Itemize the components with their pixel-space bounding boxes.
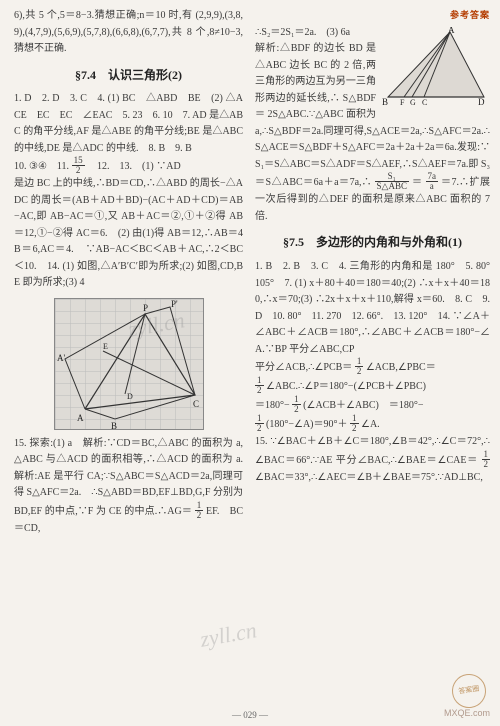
fraction-7a-a: 7a a [426,172,439,191]
section-title-7-4: §7.4 认识三角形(2) [14,66,243,86]
page-footer: — 029 — [0,710,500,720]
watermark-url: MXQE.com [444,708,490,718]
fraction-half-1: 1 2 [355,357,364,376]
fraction-1-2-a: 1 2 [195,501,204,520]
grid-figure: P P' A A' B C D E [54,298,204,430]
left-column: 6),共 5 个,5＝8−3.猜想正确;n＝10 时,有 (2,9,9),(3,… [14,8,243,718]
r-block-4: 15. ∵∠BAC＋∠B＋∠C＝180°,∠B＝42°,∴∠C＝72°,∴∠BA… [255,434,490,486]
svg-text:C: C [193,399,199,409]
section-title-7-5: §7.5 多边形的内角和与外角和(1) [255,233,490,253]
fraction-s1-sabc: S₁ S△ABC [375,172,409,191]
right-column: 参考答案 A B F G C D ∴S₂＝2S₁＝2a. (3) 6a [255,8,490,718]
fraction-half-2: 1 2 [255,376,264,395]
answers-block-2: 10. ③④ 11. 15 2 12. 13. (1) ∵AD [14,157,243,176]
intro-paragraph: 6),共 5 个,5＝8−3.猜想正确;n＝10 时,有 (2,9,9),(3,… [14,8,243,58]
triangle-figure: A B F G C D [380,27,490,107]
r-block-3: 平分∠ACB,∴∠PCB＝ 1 2 ∠ACB,∠PBC＝ 1 2 ∠ABC.∴∠… [255,358,490,434]
answers-block-1: 1. D 2. D 3. C 4. (1) BC △ABD BE (2) △AC… [14,91,243,157]
fraction-15-2: 15 2 [72,156,85,175]
svg-text:D: D [127,392,133,401]
svg-text:C: C [422,98,427,107]
page-number: 029 [243,710,257,720]
header-reference: 参考答案 [255,8,490,23]
r-block-1: A B F G C D ∴S₂＝2S₁＝2a. (3) 6a 解析:△BDF 的… [255,25,490,226]
p2-prefix: 10. ③④ 11. [14,161,72,172]
fraction-half-3: 1 2 [292,395,301,414]
answers-block-4: 15. 探索:(1) a 解析:∵CD＝BC,△ABC 的面积为 a,△ABC … [14,436,243,538]
svg-text:D: D [478,97,485,107]
fraction-half-6: 1 2 [482,450,491,469]
grid-svg: P P' A A' B C D E [55,299,205,431]
svg-text:B: B [111,421,117,431]
svg-text:F: F [400,98,405,107]
r-block-2: 1. B 2. B 3. C 4. 三角形的内角和是 180° 5. 80° 1… [255,259,490,358]
page: 6),共 5 个,5＝8−3.猜想正确;n＝10 时,有 (2,9,9),(3,… [0,0,500,726]
fraction-half-5: 1 2 [350,414,359,433]
svg-text:A: A [77,413,84,423]
p2-mid: 12. 13. (1) ∵AD [87,161,181,172]
svg-text:G: G [410,98,416,107]
svg-text:P: P [143,303,148,313]
svg-text:B: B [382,97,388,107]
svg-text:E: E [103,342,108,351]
answers-block-3: 是边 BC 上的中线,∴BD＝CD,∴△ABD 的周长−△ADC 的周长＝(AB… [14,176,243,292]
svg-text:A': A' [57,353,65,363]
svg-text:A: A [448,27,455,35]
svg-text:P': P' [171,299,178,309]
fraction-half-4: 1 2 [255,414,264,433]
